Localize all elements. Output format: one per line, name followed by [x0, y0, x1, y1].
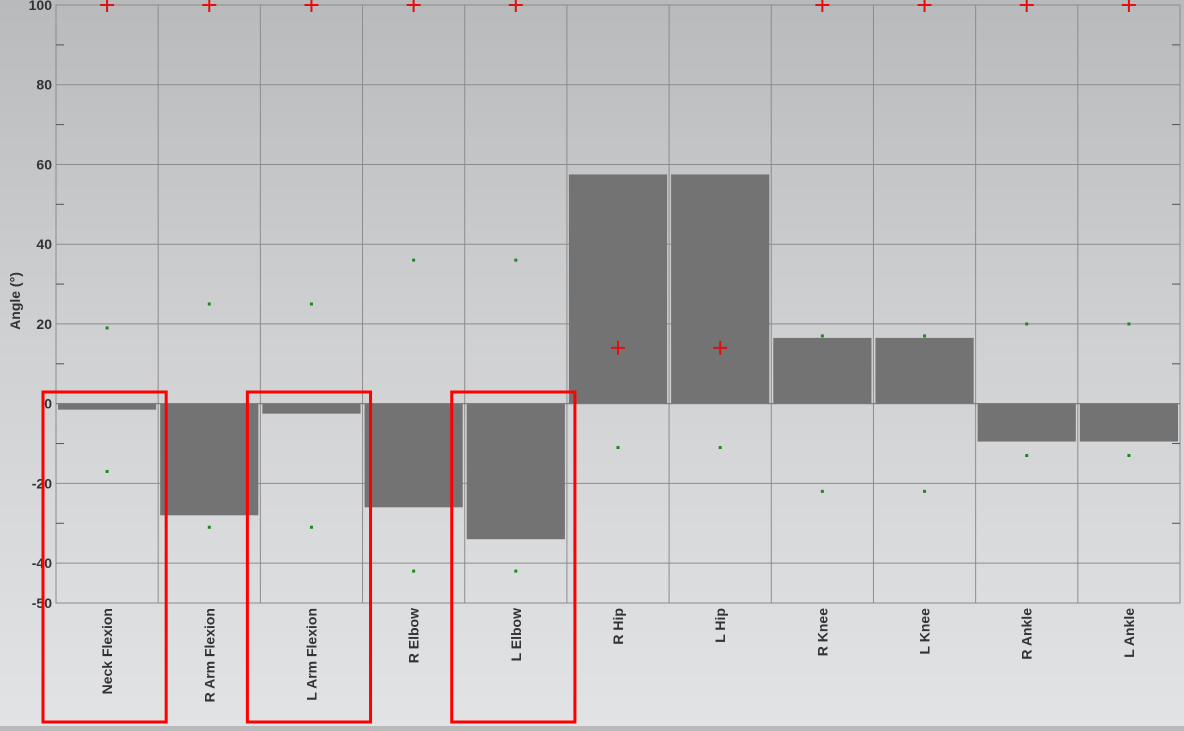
x-tick-label: Neck Flexion: [99, 608, 115, 694]
red-plus-marker: [611, 340, 625, 355]
green-upper-dot: [1127, 322, 1131, 326]
x-tick-label: L Knee: [917, 608, 933, 655]
x-tick-label: L Ankle: [1121, 608, 1137, 658]
x-tick-label: R Arm Flexion: [201, 608, 217, 702]
red-plus-marker: [1019, 0, 1034, 12]
bar-l-arm-flexion: [262, 403, 361, 414]
green-upper-dot: [207, 302, 211, 306]
x-tick-label: R Knee: [814, 608, 830, 656]
x-tick-label: L Arm Flexion: [303, 608, 319, 701]
green-upper-dot: [1025, 322, 1029, 326]
x-tick-label: R Elbow: [406, 608, 422, 663]
highlight-box: [450, 390, 577, 724]
x-tick-label: R Ankle: [1019, 608, 1035, 660]
green-upper-dot: [412, 258, 416, 262]
y-tick-label: 40: [36, 236, 52, 252]
y-tick-label: 100: [29, 0, 53, 13]
bar-neck-flexion: [58, 403, 157, 410]
green-upper-dot: [616, 446, 620, 450]
red-plus-marker: [508, 0, 523, 12]
bar-r-arm-flexion: [160, 403, 259, 516]
bar-r-hip: [568, 174, 668, 404]
highlight-box: [41, 390, 168, 724]
bar-r-elbow: [364, 403, 463, 508]
green-lower-dot: [514, 569, 518, 573]
green-upper-dot: [105, 326, 109, 330]
green-upper-dot: [718, 446, 722, 450]
bar-r-knee: [773, 337, 872, 404]
green-lower-dot: [923, 489, 927, 493]
red-plus-marker: [917, 0, 932, 12]
y-tick-label: 20: [36, 316, 52, 332]
red-plus-marker: [1121, 0, 1136, 12]
green-upper-dot: [820, 334, 824, 338]
green-lower-dot: [1025, 453, 1029, 457]
y-tick-label: 0: [44, 396, 52, 412]
y-tick-label: 60: [36, 156, 52, 172]
x-tick-label: R Hip: [610, 608, 626, 645]
green-upper-dot: [309, 302, 313, 306]
x-tick-label: L Hip: [712, 608, 728, 643]
red-plus-marker: [713, 340, 728, 355]
green-lower-dot: [412, 569, 416, 573]
red-plus-marker: [100, 0, 115, 12]
bar-l-ankle: [1079, 403, 1178, 442]
red-plus-marker: [815, 0, 830, 12]
green-lower-dot: [1127, 453, 1131, 457]
bar-l-hip: [671, 174, 770, 404]
green-upper-dot: [923, 334, 927, 338]
y-axis-label: Angle (°): [7, 272, 23, 330]
highlight-box: [245, 390, 373, 724]
bar-l-knee: [875, 337, 974, 404]
y-tick-label: 80: [36, 77, 52, 93]
red-plus-marker: [202, 0, 217, 12]
red-plus-marker: [406, 0, 421, 12]
x-tick-label: L Elbow: [508, 608, 524, 662]
green-lower-dot: [105, 469, 109, 473]
green-lower-dot: [309, 525, 313, 529]
red-plus-marker: [304, 0, 319, 12]
green-upper-dot: [514, 258, 518, 262]
bar-r-ankle: [977, 403, 1076, 442]
green-lower-dot: [820, 489, 824, 493]
bar-l-elbow: [466, 403, 565, 540]
green-lower-dot: [207, 525, 211, 529]
